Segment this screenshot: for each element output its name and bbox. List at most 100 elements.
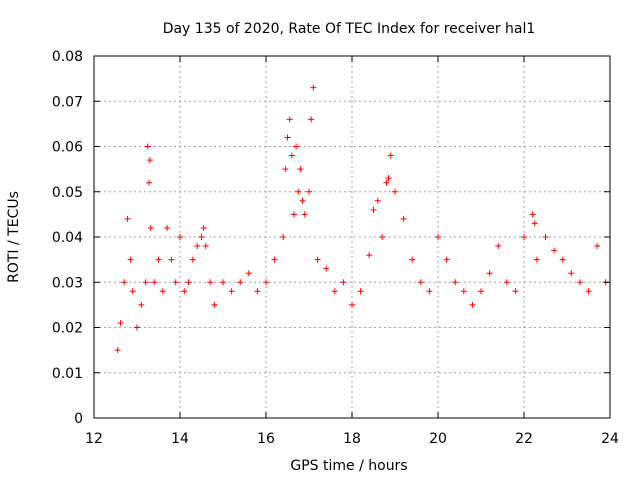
data-point: [207, 279, 214, 286]
data-point: [366, 252, 373, 259]
data-point: [164, 224, 171, 231]
data-point: [383, 179, 390, 186]
data-point: [202, 243, 209, 250]
data-point: [198, 234, 205, 240]
data-point: [340, 279, 347, 286]
data-point: [460, 288, 467, 295]
data-point: [531, 220, 538, 227]
data-point: [594, 243, 601, 250]
data-point: [370, 206, 377, 213]
data-point: [263, 279, 269, 286]
data-point: [503, 279, 510, 286]
y-axis-label: ROTI / TECUs: [6, 191, 22, 283]
data-point: [177, 234, 183, 240]
data-point: [443, 256, 450, 263]
data-point: [374, 197, 381, 204]
data-point: [295, 188, 302, 195]
data-point: [568, 270, 575, 277]
data-point: [559, 256, 566, 263]
x-tick-label: 22: [515, 431, 533, 447]
data-points: [114, 84, 609, 354]
data-point: [138, 301, 145, 308]
data-point: [533, 256, 540, 263]
plot-frame: [93, 55, 611, 419]
y-tick-label: 0.07: [52, 94, 83, 110]
x-tick-label: 24: [601, 431, 619, 447]
data-point: [245, 270, 252, 277]
data-point: [284, 134, 291, 141]
data-point: [121, 279, 128, 286]
data-point: [529, 211, 536, 218]
data-point: [114, 347, 121, 354]
data-point: [142, 279, 149, 286]
data-point: [155, 256, 162, 263]
data-point: [172, 279, 179, 286]
y-tick-label: 0.02: [52, 321, 83, 337]
data-point: [290, 211, 297, 218]
y-tick-label: 0.06: [52, 140, 83, 156]
data-point: [426, 288, 433, 295]
data-point: [409, 256, 416, 263]
data-point: [400, 215, 407, 222]
data-point: [144, 143, 151, 150]
data-point: [211, 301, 218, 308]
x-tick-label: 16: [257, 431, 275, 447]
data-point: [220, 279, 226, 286]
data-point: [310, 84, 317, 91]
data-point: [194, 243, 201, 250]
data-point: [379, 234, 386, 240]
data-point: [486, 270, 493, 277]
data-point: [299, 197, 306, 204]
data-point: [124, 215, 131, 222]
x-tick-label: 20: [429, 431, 447, 447]
data-point: [417, 279, 424, 286]
data-point: [288, 152, 295, 159]
data-point: [478, 288, 484, 295]
data-point: [293, 143, 300, 150]
data-point: [151, 279, 158, 286]
data-point: [331, 288, 338, 295]
data-point: [271, 256, 278, 263]
y-tick-label: 0: [74, 411, 83, 427]
x-tick-label: 14: [171, 431, 189, 447]
tick-labels: 12 14 16 18 20 22 24 0 0.01 0.02 0.03 0.04 0.05 0.06 0…: [52, 49, 619, 447]
data-point: [185, 279, 192, 286]
data-point: [147, 224, 154, 231]
data-point: [521, 234, 527, 240]
data-point: [308, 116, 315, 123]
data-point: [314, 256, 321, 263]
y-tick-label: 0.04: [52, 230, 83, 246]
data-point: [551, 247, 558, 254]
x-axis-label: GPS time / hours: [290, 458, 407, 474]
data-point: [280, 234, 287, 240]
data-point: [512, 288, 519, 295]
data-point: [301, 211, 308, 218]
data-point: [146, 157, 153, 164]
data-point: [349, 301, 355, 308]
data-point: [452, 279, 459, 286]
data-point: [129, 288, 136, 295]
data-point: [117, 319, 124, 326]
data-point: [254, 288, 261, 295]
x-tick-label: 18: [343, 431, 361, 447]
data-point: [469, 301, 476, 308]
data-point: [435, 234, 441, 240]
data-point: [387, 152, 394, 159]
data-point: [127, 256, 134, 263]
data-point: [495, 243, 502, 250]
data-point: [542, 234, 549, 240]
data-point: [585, 288, 592, 295]
data-point: [181, 288, 188, 295]
data-point: [228, 288, 235, 295]
y-tick-label: 0.08: [52, 49, 83, 65]
chart-title: Day 135 of 2020, Rate Of TEC Index for r…: [163, 21, 536, 37]
data-point: [576, 279, 583, 286]
data-point: [286, 116, 293, 123]
y-tick-label: 0.01: [52, 366, 83, 382]
data-point: [237, 279, 244, 286]
data-point: [134, 324, 140, 331]
grid-lines: [94, 56, 610, 418]
y-tick-label: 0.05: [52, 185, 83, 201]
data-point: [306, 188, 312, 195]
